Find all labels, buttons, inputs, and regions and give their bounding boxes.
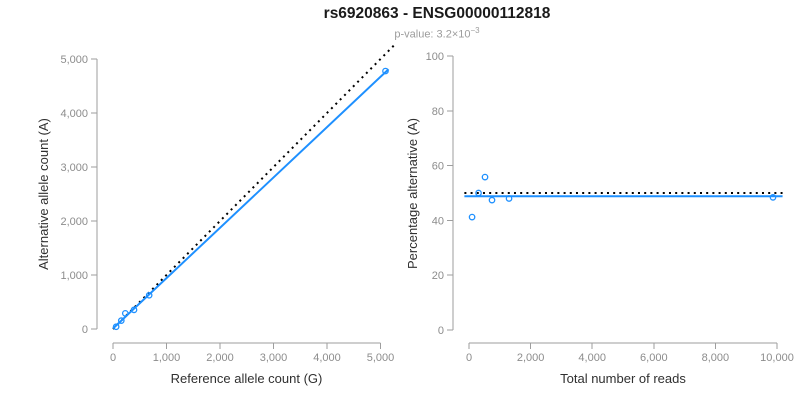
data-point xyxy=(475,189,482,197)
y-tick-label: 2,000 xyxy=(60,216,88,228)
data-point xyxy=(505,195,513,202)
data-point xyxy=(468,213,476,221)
y-tick-label: 0 xyxy=(438,325,444,337)
identity-line xyxy=(112,44,395,330)
x-tick-label: 5,000 xyxy=(367,352,395,364)
x-tick-label: 0 xyxy=(466,352,472,364)
data-point xyxy=(145,291,153,299)
pvalue-text: p-value: 3.2×10 xyxy=(394,28,471,41)
x-tick-label: 6,000 xyxy=(640,352,668,364)
y-tick-label: 5,000 xyxy=(60,54,88,66)
x-axis-title: Reference allele count (G) xyxy=(171,371,323,386)
figure-header: rs6920863 - ENSG00000112818 p-value: 3.2… xyxy=(74,4,800,42)
x-tick-label: 0 xyxy=(110,352,116,364)
x-tick-label: 1,000 xyxy=(153,352,181,364)
data-point xyxy=(382,67,389,75)
percentage-vs-reads-scatter: 0 20 40 60 80 100 0 2,000 4,000 6,000 8,000 10,000 T… xyxy=(405,51,794,386)
y-tick-label: 100 xyxy=(426,51,444,63)
data-point xyxy=(117,317,125,324)
y-tick-label: 0 xyxy=(82,324,88,336)
data-point xyxy=(488,196,496,204)
data-point xyxy=(121,309,129,317)
data-point xyxy=(481,173,489,181)
y-tick-label: 1,000 xyxy=(60,270,88,282)
x-tick-label: 8,000 xyxy=(702,352,730,364)
data-point xyxy=(130,306,138,314)
x-tick-label: 3,000 xyxy=(260,352,288,364)
x-tick-label: 4,000 xyxy=(578,352,606,364)
x-tick-label: 2,000 xyxy=(206,352,234,364)
figure-subtitle: p-value: 3.2×10−3 xyxy=(74,24,800,42)
x-tick-label: 10,000 xyxy=(760,352,794,364)
y-tick-label: 80 xyxy=(432,106,444,118)
data-point xyxy=(112,323,120,331)
x-tick-label: 4,000 xyxy=(313,352,341,364)
y-axis-title: Alternative allele count (A) xyxy=(36,118,51,270)
fit-line xyxy=(112,68,390,330)
y-tick-label: 20 xyxy=(432,270,444,282)
pvalue-exponent: −3 xyxy=(470,26,480,35)
y-tick-label: 4,000 xyxy=(60,108,88,120)
y-axis-title: Percentage alternative (A) xyxy=(405,118,420,269)
x-tick-label: 2,000 xyxy=(517,352,545,364)
y-tick-label: 60 xyxy=(432,161,444,173)
allele-count-scatter: 0 1,000 2,000 3,000 4,000 5,000 0 1,000 2,000 3,0… xyxy=(36,44,395,386)
y-tick-label: 3,000 xyxy=(60,162,88,174)
figure-title: rs6920863 - ENSG00000112818 xyxy=(323,5,551,22)
x-axis-title: Total number of reads xyxy=(560,371,686,386)
y-tick-label: 40 xyxy=(432,215,444,227)
data-point xyxy=(769,194,777,201)
